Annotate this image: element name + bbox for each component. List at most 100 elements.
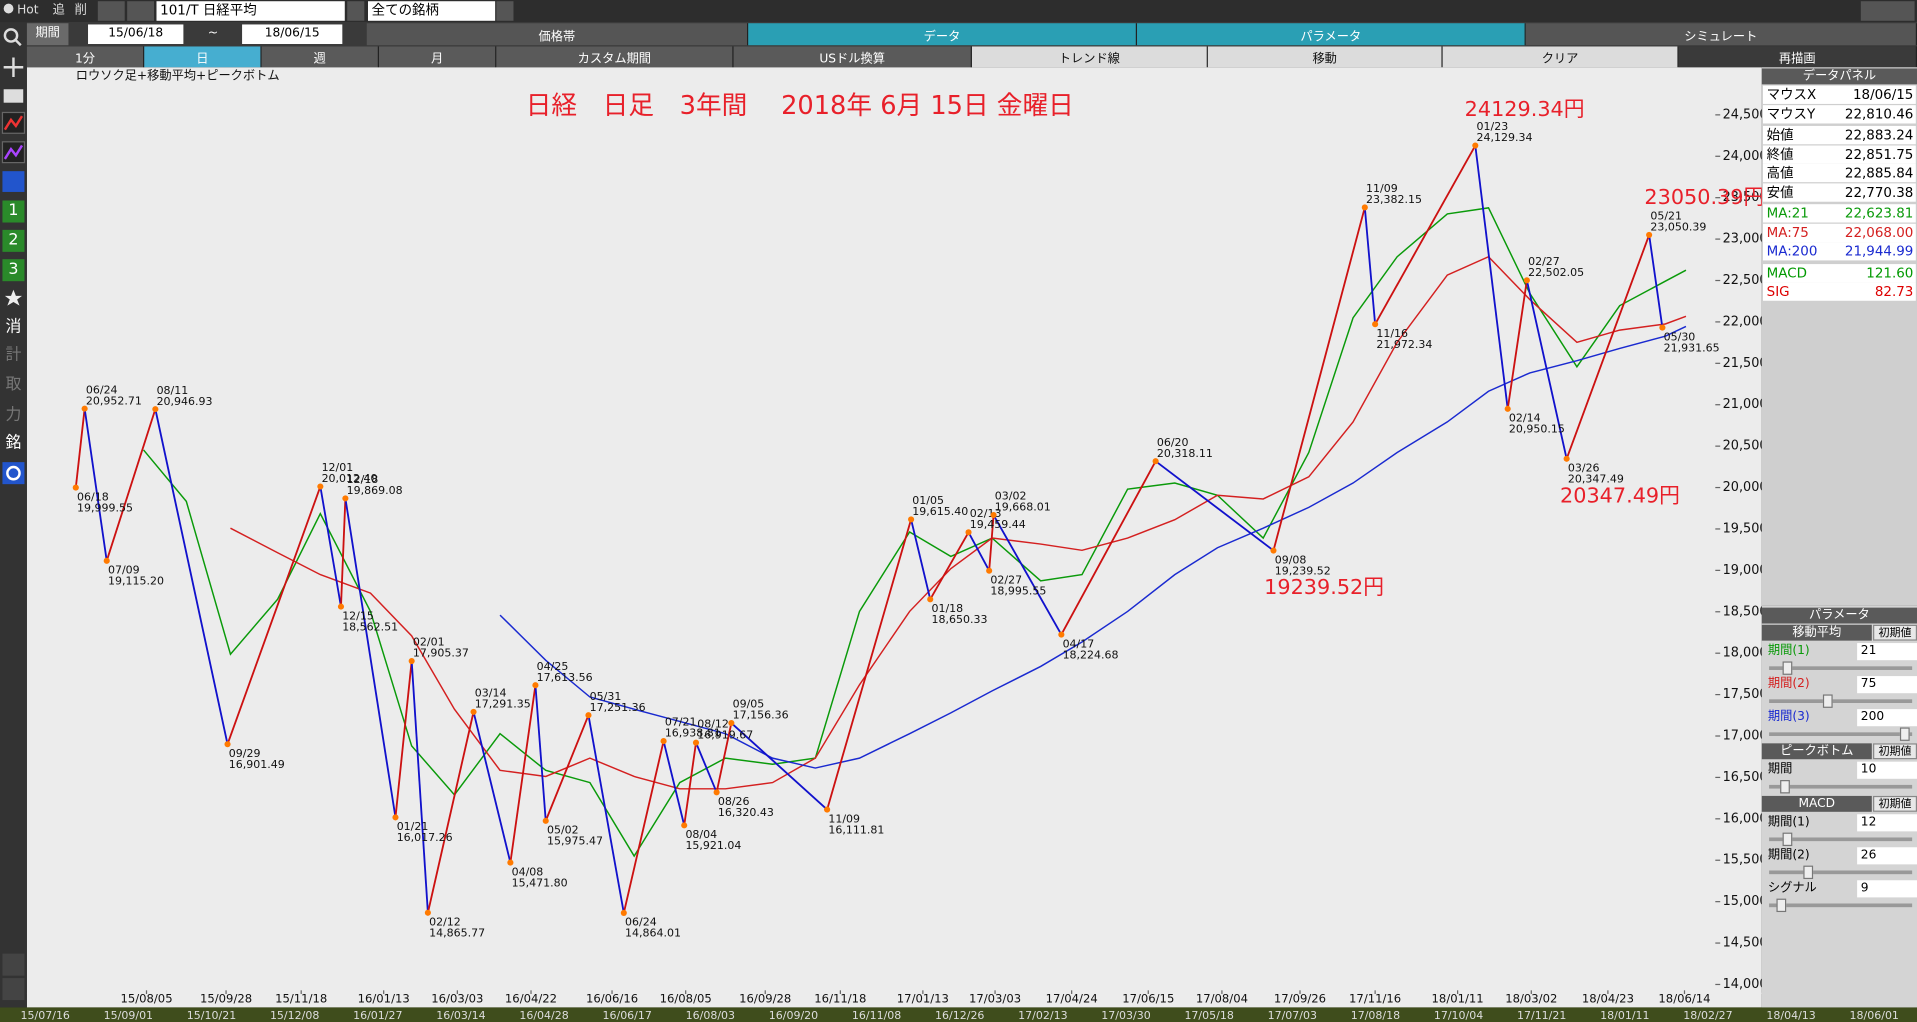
add-button[interactable]: 追 (52, 3, 65, 18)
data-row-label: 終値 (1766, 146, 1794, 162)
toolbar-button[interactable]: トレンド線 (971, 46, 1208, 68)
x-tick-label: 16/04/22 (505, 991, 557, 1005)
parameter-value[interactable]: 21 (1857, 643, 1917, 661)
toolbar-button[interactable]: 月 (379, 46, 497, 68)
reset-button[interactable]: 初期値 (1873, 795, 1917, 812)
delete-button[interactable]: 削 (74, 3, 87, 18)
tab[interactable]: 価格帯 (366, 23, 749, 46)
toolbar-button[interactable]: USドル換算 (733, 46, 972, 68)
parameter-value[interactable]: 75 (1857, 676, 1917, 694)
period-end-field[interactable]: 18/06/15 (242, 24, 343, 45)
mini-chart-icon[interactable] (2, 978, 25, 1001)
slider-thumb[interactable] (1802, 865, 1813, 880)
camera-icon[interactable] (3, 89, 24, 103)
price-swing (1474, 145, 1509, 409)
toolbar-button[interactable]: クリア (1442, 46, 1679, 68)
slot-icon[interactable] (2, 259, 25, 282)
peak-dot (317, 483, 324, 490)
slot-icon[interactable] (2, 229, 25, 252)
slider-thumb[interactable] (1782, 661, 1793, 675)
universe-field[interactable]: 全ての銘柄 (368, 1, 496, 21)
parameter-value[interactable]: 200 (1857, 709, 1917, 727)
peak-dot (152, 406, 159, 413)
prev-button[interactable] (97, 1, 125, 21)
star-icon[interactable] (4, 289, 23, 306)
sidebar-item[interactable]: 1 (8, 201, 19, 221)
slider-thumb[interactable] (1775, 898, 1786, 913)
toolbar-button[interactable]: 再描画 (1678, 46, 1917, 68)
peak-value-label: 20,318.11 (1157, 447, 1213, 460)
sidebar-item[interactable]: 消 (5, 317, 22, 337)
peak-date-label: 04/08 (512, 865, 544, 878)
parameter-label: 期間(1) (1767, 644, 1810, 658)
flag-icon[interactable] (2, 171, 25, 192)
price-swing (1565, 234, 1650, 460)
peak-date-label: 02/27 (1528, 255, 1560, 268)
price-swing (509, 685, 537, 863)
tab[interactable]: シミュレート (1525, 23, 1917, 46)
tab[interactable]: パラメータ (1137, 23, 1526, 46)
x-tick-label: 17/09/26 (1274, 991, 1326, 1005)
parameter-value[interactable]: 9 (1857, 880, 1917, 898)
toolbar-button[interactable]: 移動 (1207, 46, 1443, 68)
data-row-value: 22,770.38 (1844, 184, 1914, 200)
peak-dot (1563, 455, 1570, 462)
peak-value-label: 20,012.40 (322, 472, 378, 485)
price-swing (394, 660, 413, 818)
symbol-dropdown[interactable] (347, 1, 365, 21)
universe-dropdown[interactable] (496, 1, 514, 21)
hot-button[interactable]: Hot (17, 3, 39, 18)
peak-dot (1270, 547, 1277, 554)
data-row-value: 22,851.75 (1844, 146, 1914, 162)
slider-thumb[interactable] (1899, 727, 1910, 741)
slider-track (1769, 784, 1913, 789)
moving-average-line (230, 255, 1687, 790)
x-tick-label: 16/11/18 (814, 991, 866, 1005)
peak-value-label: 20,946.93 (157, 395, 213, 408)
slider-thumb[interactable] (1782, 832, 1793, 847)
tab[interactable]: データ (748, 23, 1138, 46)
peak-date-label: 08/12 (697, 717, 729, 730)
peak-value-label: 20,952.71 (86, 394, 142, 407)
peak-value-label: 15,471.80 (512, 876, 568, 889)
sidebar-item[interactable]: 力 (5, 405, 22, 425)
next-button[interactable] (127, 1, 155, 21)
peak-value-label: 16,111.81 (828, 823, 884, 836)
parameter-value[interactable]: 10 (1857, 761, 1917, 779)
data-row-label: MA:75 (1766, 224, 1809, 241)
toolbar-button[interactable]: 週 (261, 46, 380, 68)
slot-icon[interactable] (2, 200, 25, 223)
slider-thumb[interactable] (1779, 780, 1790, 794)
toolbar-button[interactable]: 1分 (26, 46, 145, 68)
peak-date-label: 05/30 (1664, 330, 1696, 343)
sidebar-item[interactable]: 2 (8, 231, 19, 250)
reset-button[interactable]: 初期値 (1873, 624, 1917, 641)
symbol-field[interactable]: 101/T 日経平均 (156, 1, 345, 21)
sidebar-item[interactable]: 銘 (5, 434, 22, 453)
bulb-icon[interactable] (3, 3, 14, 14)
settings-icon[interactable] (2, 462, 25, 485)
period-start-field[interactable]: 15/06/18 (88, 24, 184, 45)
search-icon[interactable] (3, 28, 19, 43)
peak-dot (470, 708, 477, 715)
crosshair-icon[interactable] (3, 57, 24, 78)
sidebar-item[interactable]: 取 (5, 375, 22, 394)
peak-value-label: 15,921.04 (685, 839, 741, 852)
price-swing (105, 408, 157, 562)
price-swing (967, 531, 990, 572)
sidebar-item[interactable]: 計 (5, 345, 22, 365)
toolbar-button[interactable]: 日 (144, 46, 262, 68)
x-tick-label: 17/11/16 (1349, 991, 1401, 1005)
price-swing (622, 740, 665, 914)
sidebar-item[interactable]: 3 (8, 260, 19, 279)
overview-label: 17/08/18 (1351, 1009, 1400, 1022)
parameter-value[interactable]: 12 (1857, 814, 1917, 832)
overview-strip (0, 1007, 1917, 1022)
window-buttons[interactable] (1860, 1, 1915, 21)
peak-dot (1523, 277, 1530, 284)
parameter-value[interactable]: 26 (1857, 847, 1917, 865)
mini-chart-icon[interactable] (2, 953, 25, 976)
toolbar-button[interactable]: カスタム期間 (496, 46, 734, 68)
reset-button[interactable]: 初期値 (1873, 743, 1917, 760)
slider-thumb[interactable] (1822, 694, 1833, 708)
